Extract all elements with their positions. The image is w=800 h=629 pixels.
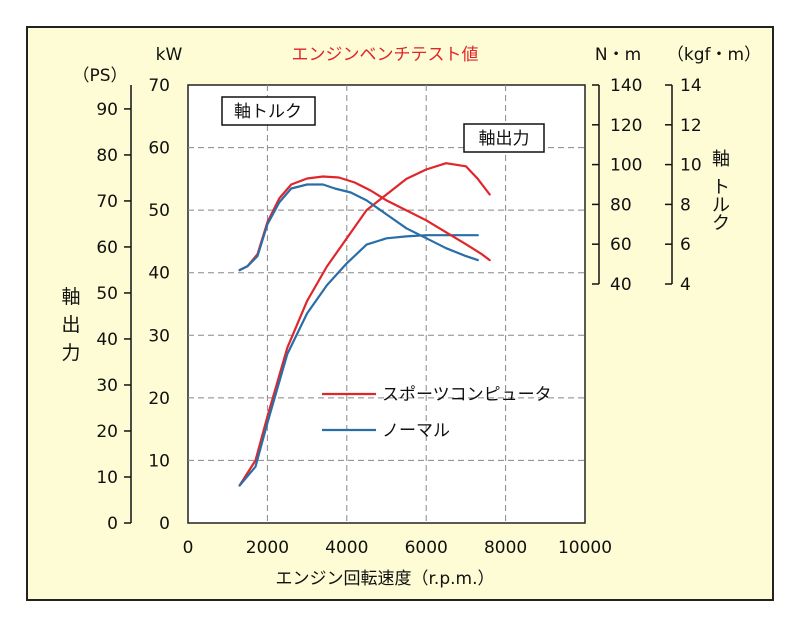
power-callout: 軸出力 bbox=[463, 123, 545, 153]
x-tick-label: 10000 bbox=[558, 538, 612, 558]
kgf-axis-label-char-4: ク bbox=[712, 213, 730, 234]
plot-area bbox=[187, 84, 586, 524]
ps-axis-label-char-2: 出 bbox=[61, 314, 80, 336]
unit-kgf: （kgf・m） bbox=[667, 45, 761, 65]
unit-nm: N・m bbox=[595, 45, 641, 65]
kgf-tick-label: 4 bbox=[680, 275, 691, 295]
ps-tick-label: 10 bbox=[96, 468, 118, 488]
kw-tick-label: 10 bbox=[148, 451, 170, 471]
ps-axis-label: 軸 出 力 bbox=[61, 286, 80, 364]
nm-tick-label: 140 bbox=[610, 76, 642, 96]
kgf-axis-label-char-3: ル bbox=[712, 195, 730, 216]
ps-tick-label: 40 bbox=[96, 330, 118, 350]
series-line-normal-power bbox=[238, 234, 479, 487]
unit-ps: （PS） bbox=[72, 66, 127, 86]
x-tick-label: 0 bbox=[183, 538, 194, 558]
ps-tick-label: 30 bbox=[96, 376, 118, 396]
series-line-normal-torque bbox=[238, 183, 479, 272]
torque-callout: 軸トルク bbox=[221, 96, 316, 126]
torque-callout-box bbox=[221, 96, 316, 126]
ps-tick-label: 0 bbox=[107, 514, 118, 534]
power-callout-text: 軸出力 bbox=[479, 129, 530, 149]
ps-tick-label: 90 bbox=[96, 100, 118, 120]
legend-label-sport: スポーツコンピュータ bbox=[382, 385, 552, 405]
ps-tick-label: 80 bbox=[96, 146, 118, 166]
kw-tick-label: 0 bbox=[159, 514, 170, 534]
ps-tick-label: 20 bbox=[96, 422, 118, 442]
legend-label-normal: ノーマル bbox=[382, 421, 450, 441]
ps-tick-label: 50 bbox=[96, 284, 118, 304]
kw-tick-label: 70 bbox=[148, 76, 170, 96]
chart-title: エンジンベンチテスト値 bbox=[292, 45, 479, 65]
kgf-axis-label: 軸 ト ル ク bbox=[712, 149, 730, 234]
power-callout-box bbox=[463, 123, 545, 153]
x-tick-label: 2000 bbox=[246, 538, 289, 558]
ps-tick-label: 70 bbox=[96, 192, 118, 212]
kgf-tick-label: 10 bbox=[680, 156, 702, 176]
nm-tick-label: 80 bbox=[610, 195, 632, 215]
x-axis-label: エンジン回転速度（r.p.m.） bbox=[276, 569, 495, 589]
nm-tick-label: 100 bbox=[610, 156, 642, 176]
kgf-tick-label: 14 bbox=[680, 76, 702, 96]
unit-kw: kW bbox=[156, 45, 183, 65]
axes: 0 2000 4000 6000 8000 10000 0 10 20 30 40 50 60 70 0 10… bbox=[96, 76, 701, 558]
torque-callout-text: 軸トルク bbox=[234, 102, 302, 122]
kgf-tick-label: 8 bbox=[680, 195, 691, 215]
kw-tick-label: 20 bbox=[148, 389, 170, 409]
nm-tick-label: 120 bbox=[610, 116, 642, 136]
ps-tick-label: 60 bbox=[96, 238, 118, 258]
nm-tick-label: 40 bbox=[610, 275, 632, 295]
kgf-axis-label-char-2: ト bbox=[712, 177, 730, 198]
kw-tick-label: 40 bbox=[148, 264, 170, 284]
ps-axis-label-char-3: 力 bbox=[61, 342, 80, 364]
x-tick-label: 4000 bbox=[325, 538, 368, 558]
x-tick-label: 6000 bbox=[405, 538, 448, 558]
kw-tick-label: 50 bbox=[148, 201, 170, 221]
legend: スポーツコンピュータ ノーマル bbox=[322, 385, 552, 441]
ps-axis-label-char-1: 軸 bbox=[61, 286, 80, 308]
kgf-tick-label: 12 bbox=[680, 116, 702, 136]
series-line-sport-power bbox=[238, 162, 491, 487]
nm-tick-label: 60 bbox=[610, 235, 632, 255]
x-tick-label: 8000 bbox=[484, 538, 527, 558]
series-lines bbox=[238, 162, 491, 487]
kw-tick-label: 30 bbox=[148, 326, 170, 346]
kgf-tick-label: 6 bbox=[680, 235, 691, 255]
kw-tick-label: 60 bbox=[148, 139, 170, 159]
kgf-axis-label-char-1: 軸 bbox=[712, 149, 730, 170]
